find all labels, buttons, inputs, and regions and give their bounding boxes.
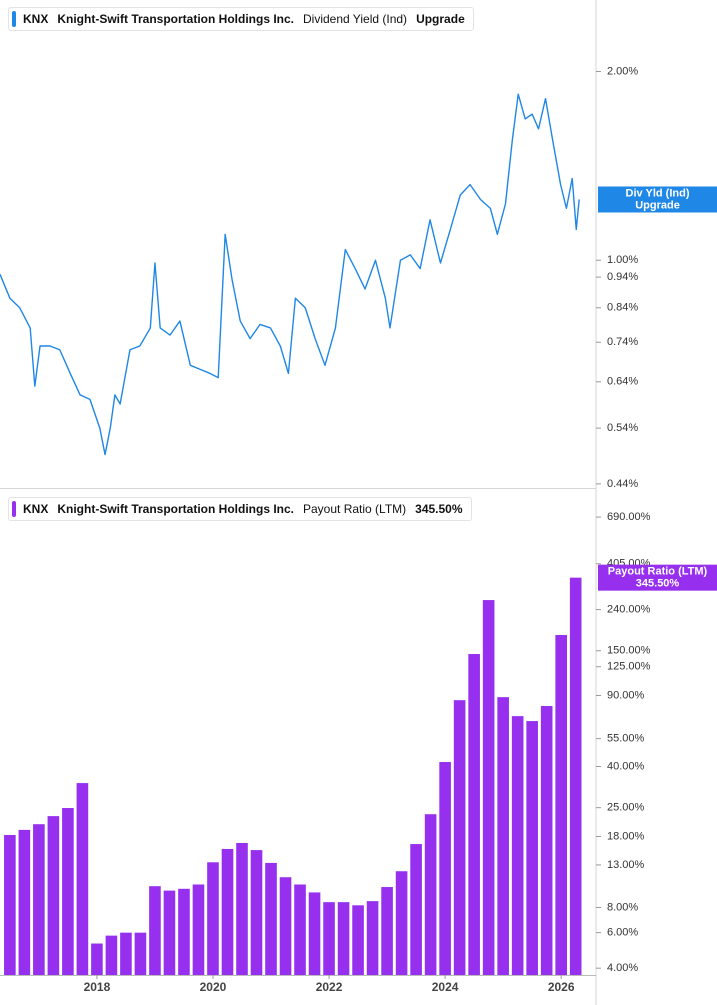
bar [337,902,350,975]
y-tick-label: 18.00% [607,830,645,842]
y-tick-label: 0.54% [607,422,638,434]
bar [511,716,524,975]
legend: KNX Knight-Swift Transportation Holdings … [8,497,472,521]
bar [482,600,495,975]
value-tag: Payout Ratio (LTM)345.50% [598,564,717,591]
legend-marker [12,501,16,517]
bar [33,824,45,975]
bar [149,886,161,975]
y-tick-label: 150.00% [607,645,651,657]
x-tick-label: 2026 [548,980,575,994]
bar [47,816,60,975]
y-tick-label: 25.00% [607,802,645,814]
y-tick-label: 13.00% [607,859,645,871]
legend-marker [12,11,16,27]
bar [555,635,567,975]
legend-company: Knight-Swift Transportation Holdings Inc… [57,12,294,26]
bar [439,762,451,975]
y-tick-label: 0.74% [607,336,638,348]
bar [410,844,422,975]
x-tick-label: 2024 [432,980,459,994]
bar [323,902,335,975]
value-tag-label: Payout Ratio (LTM) [608,566,708,578]
bar [352,905,364,975]
bar [178,888,190,975]
y-tick-label: 2.00% [607,65,638,77]
legend-ticker: KNX [23,502,49,516]
data-line [0,93,580,456]
y-tick-label: 690.00% [607,511,651,523]
legend-company: Knight-Swift Transportation Holdings Inc… [57,502,294,516]
legend-metric: Payout Ratio (LTM) [303,502,407,516]
bar [76,783,89,975]
y-tick-label: 8.00% [607,901,638,913]
value-tag-box [598,564,717,591]
bar [105,935,118,975]
bar [424,814,437,975]
bar [4,834,16,975]
y-tick-label: 6.00% [607,927,638,939]
y-tick-label: 240.00% [607,603,651,615]
bar [207,862,219,975]
legend-extra: 345.50% [415,502,463,516]
value-tag-sub: 345.50% [636,578,680,590]
bar [540,706,553,975]
legend-extra: Upgrade [416,12,465,26]
bar [18,829,31,975]
y-tick-label: 55.00% [607,733,645,745]
bar [381,887,393,975]
bar [120,932,132,975]
bar [526,721,538,975]
y-tick-label: 40.00% [607,760,645,772]
legend-metric: Dividend Yield (Ind) [303,12,408,26]
x-tick-label: 2018 [84,980,111,994]
legend-ticker: KNX [23,12,49,26]
bar [279,877,292,975]
value-tag-box [598,186,717,213]
bar [134,932,147,975]
legend: KNX Knight-Swift Transportation Holdings … [8,7,474,31]
x-tick-label: 2022 [316,980,343,994]
bar [221,848,234,975]
bar [91,943,103,975]
bar [569,577,582,975]
bar [308,892,321,975]
bar [366,901,379,975]
y-tick-label: 90.00% [607,689,645,701]
bar [395,871,408,975]
bar [453,700,466,975]
bar [294,884,306,975]
y-tick-label: 0.44% [607,478,638,490]
bar [468,654,480,975]
bar [497,697,509,975]
y-tick-label: 0.64% [607,376,638,388]
bar [250,850,263,975]
y-tick-label: 125.00% [607,661,651,673]
bar [62,808,74,975]
bar [163,890,176,975]
value-tag-label: Div Yld (Ind) [626,187,690,199]
y-tick-label: 4.00% [607,962,638,974]
value-tag: Div Yld (Ind)Upgrade [598,186,717,213]
y-tick-label: 1.00% [607,254,638,266]
bar [265,862,277,975]
y-tick-label: 0.84% [607,302,638,314]
x-tick-label: 2020 [200,980,227,994]
y-tick-label: 0.94% [607,271,638,283]
value-tag-sub: Upgrade [635,199,680,211]
bar [236,843,248,975]
bar [192,884,205,975]
